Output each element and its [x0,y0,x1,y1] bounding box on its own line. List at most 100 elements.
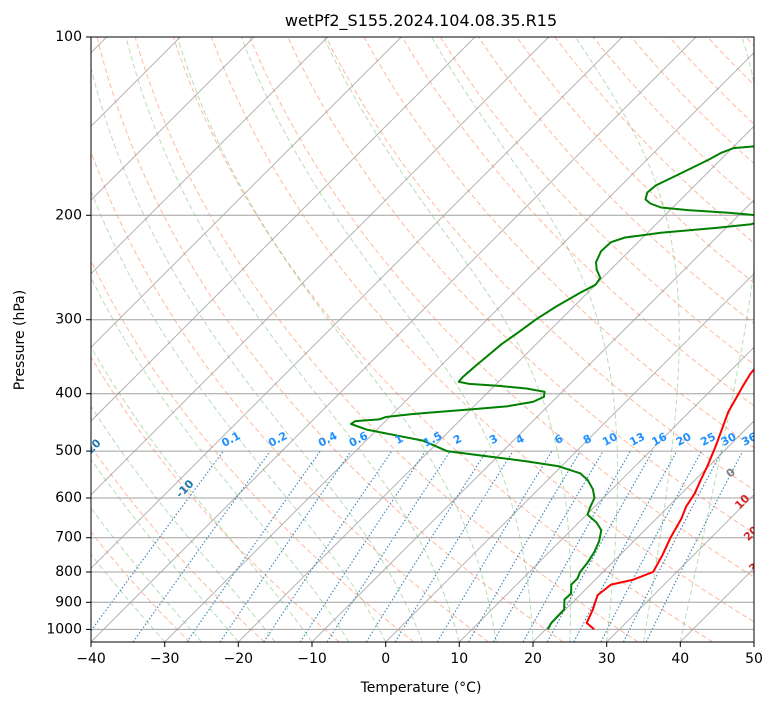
isotherm-line [91,37,476,422]
dry-adiabat-label: -20 [80,436,103,459]
mixing-ratio-label: 0.1 [219,429,242,450]
dry-adiabat-line [478,37,754,325]
dry-adiabat-line [211,37,754,623]
chart-title: wetPf2_S155.2024.104.08.35.R15 [285,11,557,31]
mixing-ratio-line [600,450,702,642]
mixing-ratio-line [468,450,581,642]
mixing-ratio-line [394,450,514,642]
moist-adiabat-line [575,37,680,642]
isotherm-line [237,125,754,642]
x-tick-label: 50 [745,651,763,667]
isotherm-line [91,37,402,349]
y-tick-label: 600 [55,490,82,506]
mixing-ratio-line [186,450,321,642]
mixing-ratio-label: 1 [393,432,406,447]
dry-adiabat-line [401,37,754,407]
dry-adiabat-line [630,37,754,165]
isotherms [91,37,754,642]
dry-adiabat-line [91,531,191,642]
mixing-ratio-line [622,450,723,642]
profiles [350,145,754,631]
dry-adiabat-line [96,37,564,642]
isotherm-line [91,37,623,570]
dry-adiabat-line [91,150,489,642]
mixing-ratio-line [326,450,451,642]
dry-adiabat-line [325,37,754,491]
wet-bulb-label: 10 [732,492,752,512]
mixing-ratio-line [365,450,487,642]
mixing-ratio-label: 20 [674,430,694,449]
dry-adiabat-line [91,259,415,642]
mixing-ratio-label: 0.6 [347,429,371,450]
moist-adiabats [91,37,754,642]
mixing-ratio-line [299,450,426,642]
moist-adiabat-line [91,405,276,642]
isotherm-line [753,641,754,642]
moist-adiabat-line [431,37,618,642]
moist-adiabat-line [240,37,534,642]
x-axis-ticks: −40 −30 −20 −10 0 10 20 30 40 50 [76,642,763,667]
moist-adiabat-line [91,458,239,642]
moist-adiabat-line [91,189,387,642]
moist-adiabat-line [91,345,313,642]
mixing-ratio-label: 4 [514,432,527,447]
isotherm-line [532,420,754,642]
isotherm-line [91,37,697,642]
mixing-ratio-label: 13 [627,430,647,449]
wet-bulb-label: 30 [746,555,766,575]
mixing-ratio-line [132,450,271,642]
dry-adiabat-label: -30 [0,394,19,417]
plot-frame [90,36,755,643]
isotherm-line [164,51,754,642]
dry-adiabat-label: -10 [173,477,196,500]
moist-adiabat-line [125,37,460,642]
y-axis-ticks: 100 200 300 400 500 600 700 800 900 1000 [46,29,91,637]
isotherm-line [679,567,754,642]
wet-bulb-label: 40 [763,586,775,606]
dry-adiabat-line [554,37,754,244]
x-tick-label: −30 [150,651,180,667]
pressure-grid [91,37,754,630]
dry-adiabats [91,37,754,642]
dry-adiabat-line [249,37,754,578]
dry-adiabat-line [745,37,754,47]
dry-adiabat-line [669,37,754,125]
x-tick-label: −40 [76,651,106,667]
mixing-ratio-line [263,450,393,642]
dewpoint-profile-line [350,145,754,630]
moist-adiabat-line [679,37,754,642]
x-tick-label: 0 [381,651,390,667]
y-tick-label: 200 [55,207,82,223]
moist-adiabat-line [176,37,497,642]
isotherm-line [91,37,329,275]
mixing-ratio-line [492,450,604,642]
dry-adiabat-line [91,445,265,642]
moist-adiabat-line [91,507,202,642]
x-tick-label: 30 [598,651,616,667]
moist-adiabat-line [91,65,423,642]
isotherm-line [385,272,754,642]
mixing-ratio-label: 2 [451,432,464,447]
moist-adiabat-line [323,37,572,642]
x-tick-label: 40 [671,651,689,667]
temperature-profile-line [585,367,754,631]
x-axis-label: Temperature (°C) [360,680,482,696]
dry-adiabat-line [707,37,754,86]
y-tick-label: 100 [55,29,82,45]
isotherm-line [91,37,255,201]
y-tick-label: 300 [55,312,82,328]
mixing-ratio-line [645,450,744,642]
dry-adiabat-line [439,37,754,366]
y-axis-label: Pressure (hPa) [12,290,28,390]
y-tick-label: 1000 [46,621,82,637]
mixing-ratio-label: 1.5 [421,429,444,450]
x-tick-label: −10 [297,651,327,667]
mixing-ratio-lines [91,450,744,642]
x-tick-label: −20 [224,651,254,667]
dry-adiabat-line [172,37,713,642]
dry-adiabat-line [516,37,754,284]
x-tick-label: 10 [450,651,468,667]
moist-adiabat-line [91,276,350,642]
dry-adiabat-line [287,37,754,534]
